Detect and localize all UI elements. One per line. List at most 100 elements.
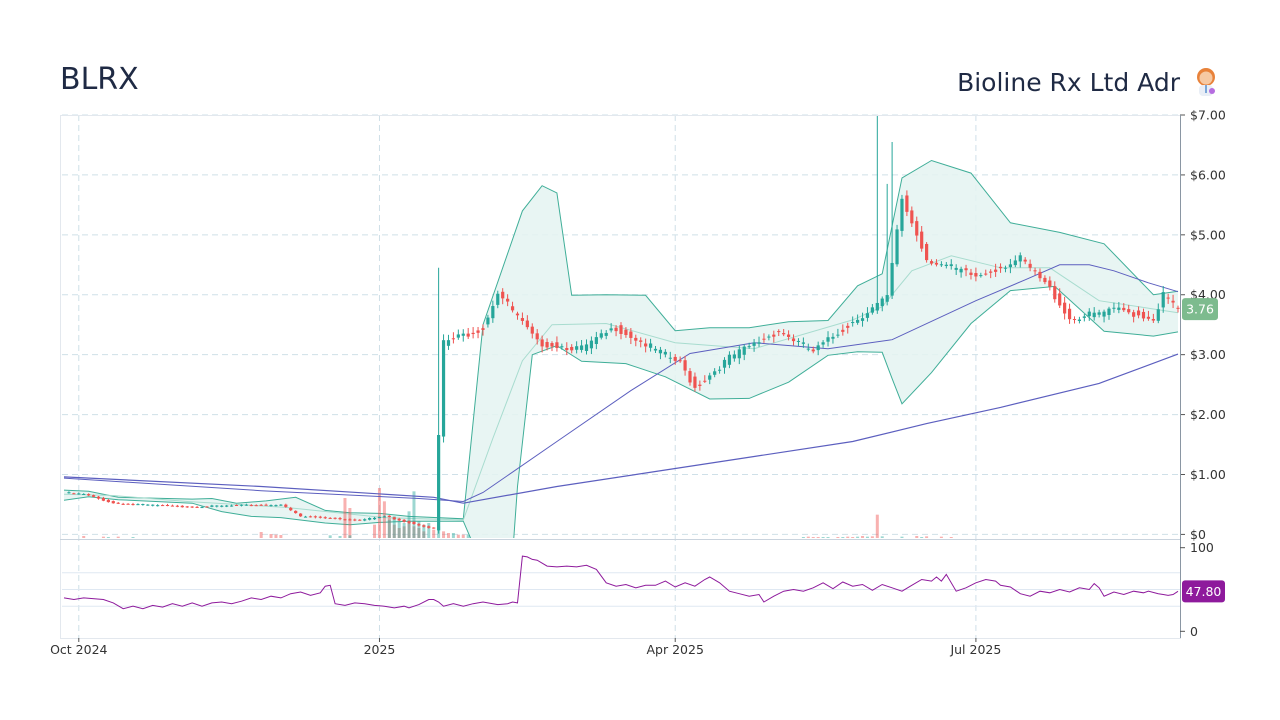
candle-up xyxy=(752,342,756,346)
candle-up xyxy=(1117,307,1121,310)
candle-up xyxy=(1156,309,1160,321)
candle-down xyxy=(72,493,76,495)
candle-down xyxy=(323,517,327,519)
candle-down xyxy=(920,231,924,249)
candle-up xyxy=(816,345,820,351)
candle-down xyxy=(929,261,934,264)
candle-down xyxy=(772,334,776,337)
plot-frame xyxy=(60,115,1181,639)
volume-bar-up xyxy=(387,519,391,538)
candle-down xyxy=(328,517,332,519)
candle-up xyxy=(1161,292,1165,308)
candle-down xyxy=(565,348,569,350)
volume-bar-down xyxy=(348,508,352,538)
candle-up xyxy=(491,306,495,319)
candle-down xyxy=(412,521,416,524)
candle-up xyxy=(363,519,367,521)
volume-bar-down xyxy=(442,531,446,538)
candle-down xyxy=(1171,300,1175,303)
bollinger-mid-line xyxy=(63,255,1179,521)
volume-bar-down xyxy=(875,514,879,538)
candle-down xyxy=(678,360,682,362)
candle-down xyxy=(160,505,165,507)
volume-bar-down xyxy=(116,536,120,538)
candle-down xyxy=(427,526,431,528)
candle-down xyxy=(234,505,239,507)
candle-up xyxy=(895,229,899,265)
candle-up xyxy=(732,354,736,359)
candle-down xyxy=(994,269,998,272)
candle-down xyxy=(1141,311,1146,319)
last-rsi-badge xyxy=(1182,580,1225,603)
candle-up xyxy=(1112,307,1116,309)
candle-up xyxy=(801,342,805,344)
candle-down xyxy=(185,506,189,508)
candle-up xyxy=(806,348,810,350)
candle-up xyxy=(446,340,451,346)
candle-down xyxy=(540,339,544,347)
candle-up xyxy=(1082,316,1086,318)
candle-down xyxy=(308,516,313,518)
candle-up xyxy=(146,504,150,506)
candle-down xyxy=(910,210,914,224)
candle-down xyxy=(1127,309,1131,313)
candle-down xyxy=(402,519,406,522)
candle-up xyxy=(560,346,564,348)
candle-up xyxy=(870,307,874,313)
ticker-symbol: BLRX xyxy=(60,62,139,97)
volume-bar-up xyxy=(422,524,426,538)
candle-up xyxy=(279,504,283,506)
candle-up xyxy=(796,340,801,342)
candle-up xyxy=(648,343,653,348)
moving-averages xyxy=(63,264,1179,504)
candle-up xyxy=(382,516,386,518)
rsi-axis-label: 100 xyxy=(1190,540,1214,555)
volume-bar-down xyxy=(412,526,416,538)
candle-down xyxy=(205,506,209,508)
candle-down xyxy=(1132,312,1136,317)
candle-up xyxy=(1018,255,1022,262)
volume-bar-down xyxy=(811,537,815,538)
candle-down xyxy=(624,329,628,336)
candle-down xyxy=(466,333,470,337)
candle-down xyxy=(1043,277,1047,283)
candle-down xyxy=(545,342,549,348)
candle-down xyxy=(515,313,520,316)
candle-up xyxy=(609,328,613,331)
candle-up xyxy=(831,336,835,339)
candle-down xyxy=(1151,319,1155,321)
candle-down xyxy=(998,266,1003,269)
candle-down xyxy=(969,272,973,275)
candle-up xyxy=(722,359,727,368)
candle-up xyxy=(372,517,377,520)
time-axis-label: Oct 2024 xyxy=(50,642,107,657)
candle-up xyxy=(713,371,717,375)
candle-up xyxy=(82,493,86,495)
last-price-label: 3.76 xyxy=(1186,302,1214,317)
scientist-icon xyxy=(1190,66,1222,98)
candle-down xyxy=(1072,318,1077,320)
candle-down xyxy=(407,521,411,523)
volume-bar-up xyxy=(407,511,411,538)
candle-down xyxy=(915,221,919,236)
volume-bar-up xyxy=(427,523,431,538)
volume-bar-down xyxy=(846,536,850,538)
volume-bar-down xyxy=(392,524,396,538)
candle-up xyxy=(456,334,460,338)
candle-down xyxy=(693,376,697,388)
candle-down xyxy=(432,527,436,529)
candle-down xyxy=(984,273,988,275)
candle-up xyxy=(1092,312,1096,318)
candle-up xyxy=(67,492,71,494)
candle-down xyxy=(417,524,421,526)
candle-down xyxy=(925,243,929,261)
candle-up xyxy=(136,504,140,506)
candle-down xyxy=(525,320,529,328)
candle-down xyxy=(688,371,692,383)
candle-up xyxy=(949,264,953,267)
volume-bar-down xyxy=(259,532,263,538)
candle-up xyxy=(200,507,204,509)
candle-up xyxy=(225,505,229,507)
candle-down xyxy=(1136,310,1141,316)
candle-up xyxy=(727,354,732,365)
